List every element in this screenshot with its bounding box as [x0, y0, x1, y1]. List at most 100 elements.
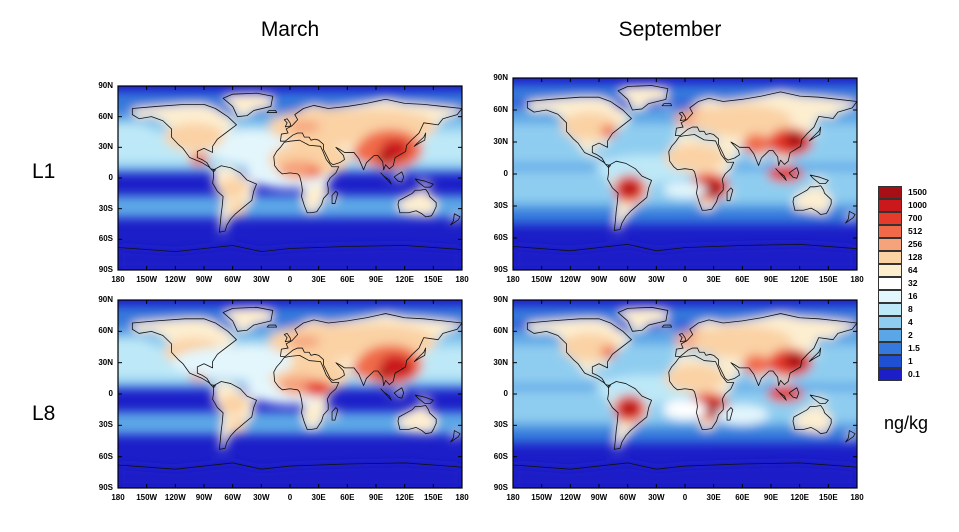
land-base-japan — [809, 127, 821, 141]
southern-africa-hotspot — [701, 180, 722, 197]
legend-level-label: 1.5 — [908, 343, 920, 353]
coastline-newguinea — [809, 394, 829, 404]
coastline-borneo — [788, 167, 800, 179]
land-base-iceland — [662, 325, 672, 328]
coastline-australia — [397, 188, 437, 218]
lon-tick-label: 180 — [850, 493, 864, 502]
lon-tick-label: 0 — [682, 275, 688, 284]
coastline-madagascar — [726, 407, 734, 421]
coastline-africa — [668, 134, 735, 211]
lon-tick-label: 120E — [395, 493, 414, 502]
lat-tick-label: 30N — [493, 137, 508, 146]
lon-tick-label: 60E — [340, 275, 355, 284]
north-america — [164, 123, 225, 152]
lon-tick-label: 90W — [590, 275, 608, 284]
land-base-newguinea — [415, 395, 434, 404]
coastline-greenland — [617, 306, 669, 332]
coastline-sumatra — [380, 388, 392, 401]
legend-level-label: 0.1 — [908, 369, 920, 379]
lat-tick-label: 60S — [493, 451, 508, 461]
lon-tick-label: 90E — [763, 493, 779, 502]
lat-tick-label: 30N — [98, 357, 113, 367]
lat-tick-label: 90S — [493, 483, 508, 492]
lon-tick-label: 180 — [506, 275, 520, 284]
coastlines — [512, 85, 858, 271]
south-america-south — [229, 417, 246, 434]
coastline-japan — [413, 347, 427, 363]
land-base-newguinea — [810, 395, 829, 404]
coastline-eurasia — [280, 313, 463, 387]
coastline-newzealand — [845, 210, 856, 224]
lat-tick-label: 60S — [98, 234, 113, 244]
map-panel-l8-march: 90N 60N 30N 0 30S 60S 90S 180 150W 120W 90W 60W 30W 0… — [98, 295, 468, 502]
coastline-eurasia — [280, 98, 463, 171]
lat-tick-label: 30S — [493, 201, 508, 210]
india — [352, 142, 381, 163]
coastline-iceland — [661, 324, 673, 328]
concentration-field — [118, 306, 462, 488]
sh-high-band — [513, 428, 857, 444]
legend-swatch — [878, 264, 902, 277]
mexico — [189, 153, 210, 166]
coastline-japan — [808, 126, 822, 142]
lon-tick-label: 90E — [763, 275, 779, 284]
lat-tick-label: 30N — [493, 357, 508, 367]
lon-tick-label: 120W — [559, 493, 581, 502]
coastline-africa — [668, 354, 735, 430]
lon-tick-label: 120E — [395, 275, 414, 284]
south-atlantic-plume — [663, 399, 707, 420]
antarctica-field — [513, 462, 857, 488]
legend-swatch — [878, 368, 902, 381]
australia-field — [796, 188, 832, 213]
southern-africa-hotspot — [701, 400, 722, 417]
land-base-iceland — [267, 110, 277, 113]
sh-high-band — [513, 209, 857, 225]
map-field-svg — [512, 77, 858, 271]
coastline-britain — [283, 333, 292, 343]
lon-tick-label: 150W — [531, 493, 553, 502]
antarctica-field — [118, 462, 462, 488]
legend-swatch — [878, 277, 902, 290]
central-africa — [304, 380, 333, 397]
coastline-borneo — [788, 387, 800, 399]
lon-tick-label: 180 — [111, 275, 125, 284]
legend-swatch — [878, 186, 902, 199]
coastline-britain — [283, 118, 292, 128]
legend-swatch — [878, 303, 902, 316]
lat-tick-label: 30N — [98, 142, 113, 152]
lat-tick-label: 0 — [503, 389, 508, 398]
lat-tick-label: 60N — [493, 326, 508, 336]
land-base-newguinea — [810, 175, 829, 184]
coastline-iceland — [266, 110, 278, 113]
coastline-newguinea — [414, 178, 434, 188]
legend-level-label: 1500 — [908, 187, 927, 197]
lat-tick-label: 30S — [493, 420, 508, 430]
coastline-africa — [273, 354, 340, 430]
legend-level-label: 64 — [908, 265, 918, 275]
legend-level-label: 32 — [908, 278, 918, 288]
legend-level-label: 16 — [908, 291, 918, 301]
legend-swatch — [878, 225, 902, 238]
indian-ocean-plume — [716, 404, 769, 425]
lat-tick-label: 0 — [108, 173, 113, 182]
legend-level-label: 2 — [908, 330, 913, 340]
coastline-samerica — [607, 160, 652, 231]
coastline-australia — [792, 185, 832, 215]
coastline-greenland — [222, 92, 274, 118]
unit-label: ng/kg — [884, 413, 929, 433]
coastline-australia — [397, 405, 437, 435]
india — [352, 357, 381, 378]
coastline-namerica — [526, 96, 632, 168]
coastline-namerica — [131, 103, 237, 173]
row-label-l1: L1 — [32, 160, 56, 183]
coastline-australia — [792, 405, 832, 435]
lon-tick-label: 120W — [559, 275, 581, 284]
china-east — [385, 357, 414, 378]
coastline-samerica — [607, 381, 652, 450]
lon-tick-label: 150E — [423, 275, 443, 284]
lon-tick-label: 90E — [368, 275, 384, 284]
china-hotspot — [784, 131, 805, 148]
coastline-japan — [808, 347, 822, 363]
coastline-newzealand — [450, 213, 461, 226]
lon-tick-label: 60W — [224, 275, 241, 284]
